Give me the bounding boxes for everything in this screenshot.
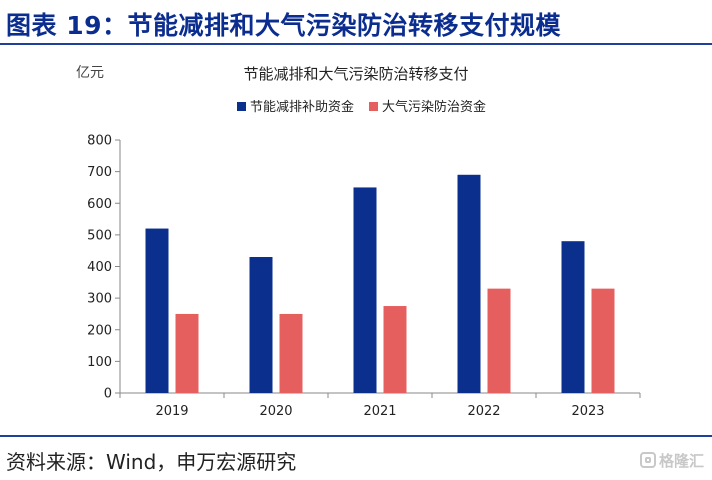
legend-swatch — [369, 102, 378, 111]
x-tick-label: 2022 — [467, 404, 500, 419]
watermark: 格隆汇 — [639, 450, 704, 470]
bar — [249, 257, 273, 393]
y-axis-unit-label: 亿元 — [76, 65, 104, 81]
legend-swatch — [237, 102, 246, 111]
x-tick-label: 2023 — [571, 404, 604, 419]
watermark-text: 格隆汇 — [658, 451, 704, 470]
x-tick-label: 2019 — [155, 404, 188, 419]
footer-divider — [0, 435, 712, 437]
bar — [353, 187, 377, 393]
bar — [279, 313, 303, 393]
x-tick-label: 2021 — [363, 404, 396, 419]
figure-title: 图表 19：节能减排和大气污染防治转移支付规模 — [6, 11, 561, 40]
y-tick-label: 700 — [87, 165, 112, 180]
bar — [487, 288, 511, 393]
bar — [145, 228, 169, 393]
bar — [383, 306, 407, 393]
chart-title: 节能减排和大气污染防治转移支付 — [243, 65, 468, 83]
y-tick-label: 800 — [87, 134, 112, 149]
x-tick-label: 2020 — [259, 404, 292, 419]
y-tick-label: 400 — [87, 260, 112, 275]
y-tick-label: 600 — [87, 197, 112, 212]
legend-label: 节能减排补助资金 — [250, 99, 354, 115]
y-tick-label: 200 — [87, 323, 112, 338]
gelonghui-logo-icon — [639, 452, 656, 468]
bar — [591, 288, 615, 393]
source-note: 资料来源：Wind，申万宏源研究 — [6, 450, 297, 474]
chart-container: 节能减排和大气污染防治转移支付 亿元节能减排补助资金 大气污染防治资金 0 100 200… — [0, 48, 712, 432]
y-tick-label: 500 — [87, 228, 112, 243]
y-tick-label: 0 — [104, 387, 112, 402]
header-divider — [0, 43, 712, 45]
legend-label: 大气污染防治资金 — [382, 99, 486, 115]
bar — [457, 174, 481, 393]
y-tick-label: 100 — [87, 355, 112, 370]
y-tick-label: 300 — [87, 292, 112, 307]
header: 图表 19：节能减排和大气污染防治转移支付规模 — [0, 0, 712, 45]
bar — [561, 241, 585, 393]
bar — [175, 313, 199, 393]
